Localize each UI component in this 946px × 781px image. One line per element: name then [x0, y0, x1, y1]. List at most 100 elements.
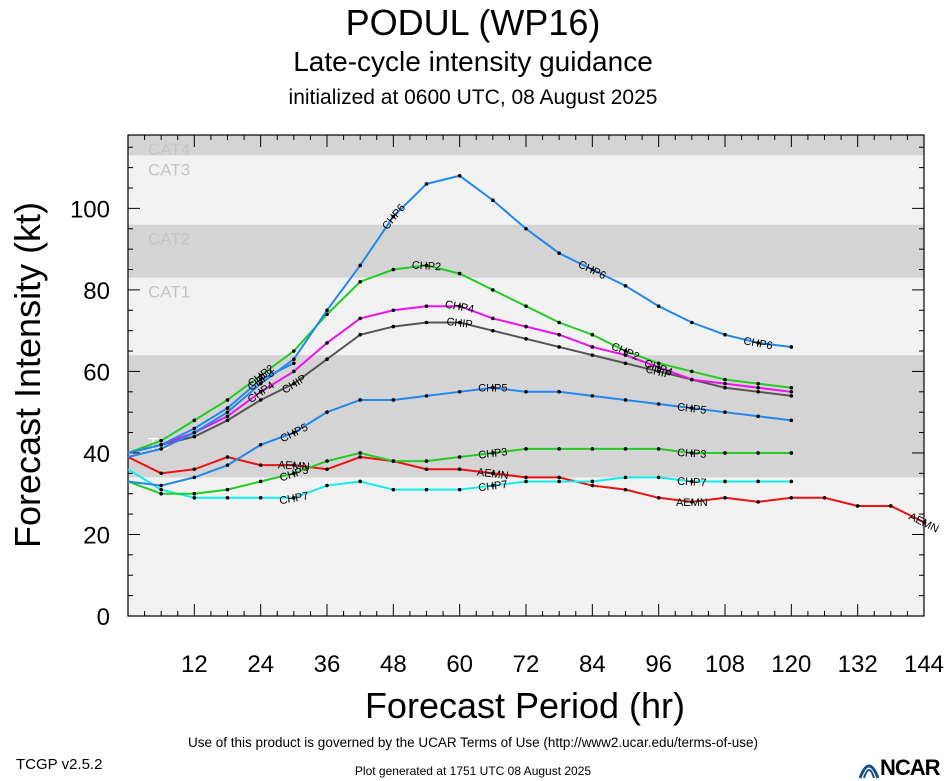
x-tick-label: 24 — [247, 651, 274, 678]
data-point-chp6 — [491, 198, 495, 203]
data-point-aemn — [690, 500, 694, 504]
data-point-aemn — [889, 504, 893, 508]
data-point-chip — [258, 398, 263, 402]
version-label: TCGP v2.5.2 — [16, 756, 103, 773]
data-point-chp2 — [623, 349, 628, 353]
data-point-chp7 — [656, 475, 661, 480]
data-point-aemn — [491, 471, 495, 476]
data-point-chp8 — [225, 406, 230, 410]
data-point-chip — [524, 337, 528, 341]
data-point-chp5 — [723, 410, 727, 414]
data-point-aemn — [358, 455, 362, 459]
data-point-chip — [656, 369, 661, 374]
data-point-chp4 — [656, 365, 661, 370]
data-point-aemn — [258, 463, 263, 467]
data-point-chp2 — [723, 377, 727, 382]
data-point-chp7 — [789, 479, 794, 484]
data-point-chp8 — [192, 426, 197, 431]
data-point-chp3 — [391, 459, 396, 463]
data-point-chp3 — [258, 479, 263, 484]
data-point-chip — [325, 357, 329, 361]
data-point-chp3 — [557, 447, 561, 451]
data-point-chp2 — [789, 385, 794, 390]
data-point-chp5 — [192, 475, 197, 480]
data-point-chp6 — [457, 173, 462, 178]
band-cat1 — [128, 277, 924, 356]
data-point-chip — [391, 324, 396, 329]
data-point-aemn — [656, 495, 661, 500]
data-point-chp2 — [656, 361, 661, 366]
x-axis-label: Forecast Period (hr) — [365, 685, 685, 726]
data-point-chip — [557, 345, 561, 349]
data-point-chp3 — [491, 451, 495, 455]
data-point-chp7 — [192, 495, 197, 500]
data-point-chp5 — [623, 398, 628, 402]
data-point-chp3 — [756, 451, 760, 455]
data-point-chp2 — [159, 438, 163, 443]
data-point-chp8 — [292, 361, 296, 366]
data-point-chp6 — [524, 226, 528, 231]
data-point-chp6 — [623, 284, 628, 288]
data-point-chp4 — [557, 332, 561, 337]
data-point-chp2 — [258, 373, 263, 378]
data-point-aemn — [822, 495, 827, 500]
data-point-chp8 — [159, 442, 163, 447]
series-label-chp7: CHP7 — [478, 479, 509, 494]
y-axis-label: Forecast Intensity (kt) — [7, 202, 48, 548]
data-point-chp5 — [756, 414, 760, 419]
init-time: initialized at 0600 UTC, 08 August 2025 — [288, 86, 658, 109]
data-point-chip — [723, 385, 727, 390]
series-label-chp3: CHP3 — [677, 447, 707, 461]
series-label-chip: CHIP — [446, 316, 474, 331]
x-tick-label: 84 — [579, 651, 606, 678]
data-point-chp2 — [391, 267, 396, 272]
data-point-chp2 — [358, 279, 362, 284]
data-point-chp2 — [325, 312, 329, 317]
x-tick-label: 120 — [771, 651, 811, 678]
data-point-chp4 — [225, 414, 230, 419]
data-point-chp6 — [391, 214, 396, 219]
ncar-logo-icon — [858, 764, 880, 779]
series-label-chp7: CHP7 — [278, 490, 309, 507]
data-point-chp5 — [325, 410, 329, 414]
x-tick-label: 12 — [181, 651, 208, 678]
series-label-aemn: AEMN — [476, 466, 509, 482]
data-point-chp6 — [656, 304, 661, 309]
x-tick-label: 72 — [513, 651, 540, 678]
data-point-chp3 — [723, 451, 727, 455]
data-point-aemn — [922, 520, 926, 525]
chart-subtitle: Late-cycle intensity guidance — [293, 46, 653, 77]
data-point-chp3 — [225, 487, 230, 492]
data-point-chp7 — [358, 479, 362, 484]
data-point-chp6 — [358, 263, 362, 268]
generated-time: Plot generated at 1751 UTC 08 August 202… — [354, 764, 592, 778]
data-point-chp5 — [491, 385, 495, 390]
data-point-chp3 — [292, 471, 296, 476]
band-label-cat2: CAT2 — [148, 230, 190, 249]
data-point-chp7 — [457, 487, 462, 492]
y-tick-label: 0 — [97, 604, 110, 631]
data-point-chp4 — [258, 390, 263, 394]
data-point-chp2 — [690, 369, 694, 374]
y-tick-label: 80 — [83, 278, 110, 305]
y-tick-label: 40 — [83, 441, 110, 468]
series-label-chp3: CHP3 — [478, 446, 509, 461]
data-point-aemn — [723, 495, 727, 500]
data-point-chp3 — [325, 459, 329, 463]
data-point-chip — [789, 394, 794, 398]
x-tick-label: 60 — [446, 651, 473, 678]
data-point-chp7 — [756, 479, 760, 484]
data-point-chp2 — [225, 398, 230, 402]
data-point-chp7 — [424, 487, 429, 492]
data-point-chp6 — [789, 345, 794, 349]
data-point-chp3 — [623, 447, 628, 451]
data-point-chp3 — [524, 447, 528, 451]
data-point-chp5 — [225, 463, 230, 467]
data-point-aemn — [192, 467, 197, 472]
data-point-chp7 — [557, 479, 561, 484]
data-point-aemn — [855, 504, 860, 508]
data-point-aemn — [424, 467, 429, 472]
data-point-aemn — [225, 455, 230, 459]
data-point-aemn — [524, 475, 528, 480]
series-label-chp5: CHP5 — [478, 383, 507, 395]
